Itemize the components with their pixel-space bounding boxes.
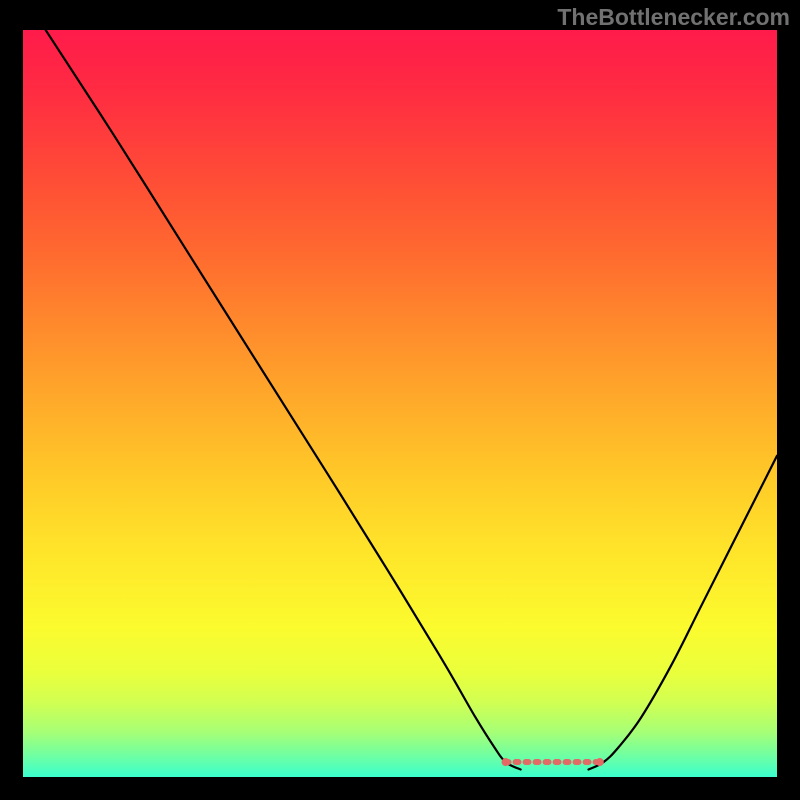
plateau-cap-left [502,758,510,766]
plot-area [23,30,777,777]
watermark-label: TheBottlenecker.com [557,4,790,31]
chart-container: TheBottlenecker.com [0,0,800,800]
plateau-cap-right [596,758,604,766]
gradient-background [23,30,777,777]
chart-svg [23,30,777,777]
